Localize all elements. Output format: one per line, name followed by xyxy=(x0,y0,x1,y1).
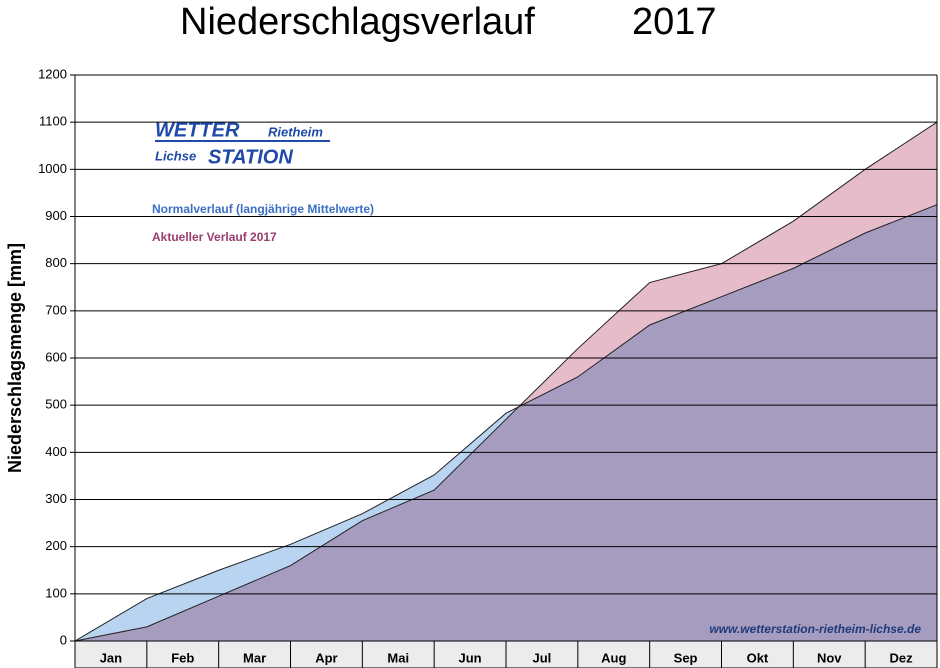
x-tick-label: Aug xyxy=(601,650,626,665)
x-tick-label: Dez xyxy=(890,650,914,665)
logo-text: STATION xyxy=(208,146,293,168)
y-tick-label: 300 xyxy=(45,491,67,506)
area xyxy=(75,122,937,641)
x-tick-label: Jan xyxy=(100,650,122,665)
x-tick-label: Apr xyxy=(315,650,337,665)
line xyxy=(74,121,938,642)
x-tick-label: Okt xyxy=(747,650,769,665)
chart-subtitle: 2017 xyxy=(632,1,717,43)
y-tick-label: 200 xyxy=(45,538,67,553)
y-tick-label: 700 xyxy=(45,302,67,317)
plot-area: 0 100 200 300 400 500 600 700 800 900 1000 1100 1200… xyxy=(38,66,938,668)
y-tick-label: 1000 xyxy=(38,161,67,176)
y-tick-label: 800 xyxy=(45,255,67,270)
logo-text: Rietheim xyxy=(268,124,323,139)
x-tick-label: Feb xyxy=(171,650,194,665)
logo: WETTER Rietheim Lichse STATION xyxy=(155,119,330,168)
y-tick-label: 600 xyxy=(45,349,67,364)
logo-text: WETTER xyxy=(155,119,240,141)
x-tick-label: Mai xyxy=(387,650,409,665)
y-tick-label: 0 xyxy=(60,632,67,647)
y-tick-label: 100 xyxy=(45,585,67,600)
y-tick-label: 400 xyxy=(45,444,67,459)
y-tick-label: 900 xyxy=(45,208,67,223)
x-tick-label: Jun xyxy=(459,650,482,665)
watermark: www.wetterstation-rietheim-lichse.de xyxy=(709,622,921,636)
legend-entry: Normalverlauf (langjährige Mittelwerte) xyxy=(152,202,374,216)
legend-entry: Aktueller Verlauf 2017 xyxy=(152,230,277,244)
line xyxy=(74,204,938,642)
chart-title: Niederschlagsverlauf xyxy=(180,1,535,43)
x-tick-label: Mar xyxy=(243,650,266,665)
y-axis-label: Niederschlagsmenge [mm] xyxy=(5,243,25,473)
x-tick-label: Nov xyxy=(817,650,842,665)
y-tick-label: 500 xyxy=(45,397,67,412)
x-tick-label: Jul xyxy=(533,650,552,665)
y-tick-label: 1200 xyxy=(38,66,67,81)
y-tick-label: 1100 xyxy=(39,114,67,129)
logo-text: Lichse xyxy=(155,148,196,163)
x-tick-label: Sep xyxy=(674,650,698,665)
